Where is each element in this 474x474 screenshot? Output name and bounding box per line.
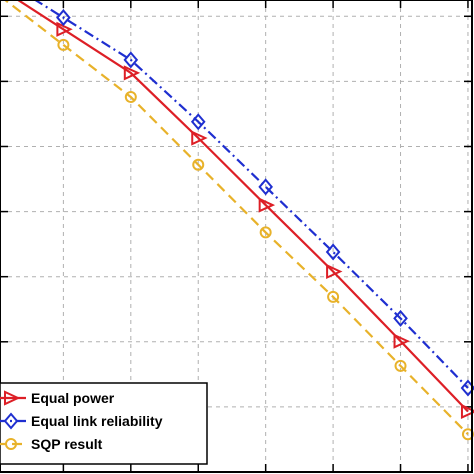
data-point-2-4 (327, 290, 340, 303)
data-point-0-0 (56, 21, 73, 37)
legend-marker-2 (5, 438, 17, 450)
legend: Equal power Equal link reliability SQP res… (0, 382, 208, 465)
series-lines (3, 0, 474, 441)
data-point-2-5 (394, 359, 407, 372)
legend-marker-1 (3, 412, 19, 430)
data-point-2-2 (192, 158, 205, 171)
series-2 (3, 0, 474, 441)
legend-label-2: SQP result (31, 436, 103, 452)
data-point-1-2 (190, 113, 206, 131)
data-point-0-6 (460, 403, 474, 420)
series-1 (33, 0, 474, 397)
series-line-1 (33, 0, 469, 389)
data-point-0-2 (191, 130, 208, 146)
data-point-1-5 (393, 309, 408, 327)
data-point-0-5 (393, 333, 410, 349)
data-point-0-3 (258, 197, 276, 213)
data-point-2-1 (124, 91, 137, 104)
legend-label-0: Equal power (31, 390, 115, 406)
data-point-0-4 (326, 263, 343, 280)
series-0 (16, 0, 474, 420)
series-line-0 (16, 0, 469, 413)
series-line-2 (3, 0, 469, 436)
legend-box (0, 382, 208, 465)
data-point-1-0 (56, 9, 71, 27)
data-point-1-3 (258, 178, 273, 196)
legend-marker-0 (4, 390, 21, 406)
data-point-2-3 (259, 226, 272, 239)
data-point-1-1 (123, 51, 139, 69)
data-point-0-1 (123, 65, 141, 81)
data-point-2-0 (57, 38, 70, 51)
legend-label-1: Equal link reliability (31, 413, 163, 429)
data-point-1-4 (325, 243, 341, 261)
